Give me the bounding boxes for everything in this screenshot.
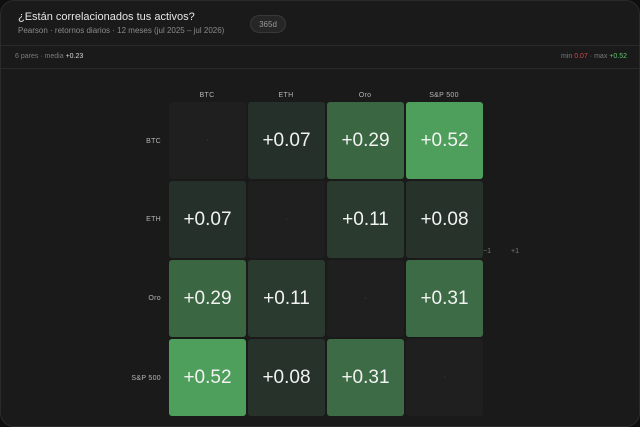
row-header-sp500: S&P 500 xyxy=(131,375,161,382)
matrix-cell-btc-eth[interactable]: +0.07 xyxy=(248,102,325,179)
mean-value: +0.23 xyxy=(65,53,84,60)
matrix-cell-sp500-btc[interactable]: +0.52 xyxy=(169,339,246,416)
stats-bar: 6 pares · media +0.23 min 0.07 · max +0.… xyxy=(1,46,639,69)
card-header: ¿Están correlacionados tus activos? Pear… xyxy=(1,1,639,46)
matrix-cell-sp500-oro[interactable]: +0.31 xyxy=(327,339,404,416)
range-separator: · xyxy=(589,53,593,60)
max-label: max xyxy=(594,53,608,60)
stats-summary: 6 pares · media +0.23 xyxy=(15,53,83,60)
matrix-cell-btc-sp500[interactable]: +0.52 xyxy=(406,102,483,179)
matrix-cell-eth-oro[interactable]: +0.11 xyxy=(327,181,404,258)
matrix-cell-oro-eth[interactable]: +0.11 xyxy=(248,260,325,337)
card-title: ¿Están correlacionados tus activos? xyxy=(18,11,195,23)
row-header-oro: Oro xyxy=(148,295,161,302)
col-header-oro: Oro xyxy=(358,92,372,99)
scale-max-label: +1 xyxy=(511,248,519,255)
min-label: min xyxy=(560,53,573,60)
matrix-cell-oro-oro[interactable]: · xyxy=(327,260,404,337)
min-value: 0.07 xyxy=(574,53,588,60)
row-header-eth: ETH xyxy=(146,216,161,223)
matrix-cell-btc-oro[interactable]: +0.29 xyxy=(327,102,404,179)
period-badge[interactable]: 365d xyxy=(250,15,286,33)
matrix-cell-oro-sp500[interactable]: +0.31 xyxy=(406,260,483,337)
pairs-label: 6 pares · media xyxy=(15,53,64,60)
row-header-btc: BTC xyxy=(146,138,161,145)
matrix-cell-btc-btc[interactable]: · xyxy=(169,102,246,179)
matrix-cell-eth-eth[interactable]: · xyxy=(248,181,325,258)
matrix-cell-sp500-eth[interactable]: +0.08 xyxy=(248,339,325,416)
col-header-eth: ETH xyxy=(278,92,294,99)
max-value: +0.52 xyxy=(609,53,627,60)
matrix-cell-sp500-sp500[interactable]: · xyxy=(406,339,483,416)
col-header-sp500: S&P 500 xyxy=(429,92,459,99)
matrix-cell-oro-btc[interactable]: +0.29 xyxy=(169,260,246,337)
stats-range: min 0.07 · max +0.52 xyxy=(561,53,627,60)
card-subtitle: Pearson · retornos diarios · 12 meses (j… xyxy=(18,26,225,35)
matrix-cell-eth-btc[interactable]: +0.07 xyxy=(169,181,246,258)
col-header-btc: BTC xyxy=(199,92,215,99)
scale-min-label: −1 xyxy=(483,248,491,255)
matrix-cell-eth-sp500[interactable]: +0.08 xyxy=(406,181,483,258)
